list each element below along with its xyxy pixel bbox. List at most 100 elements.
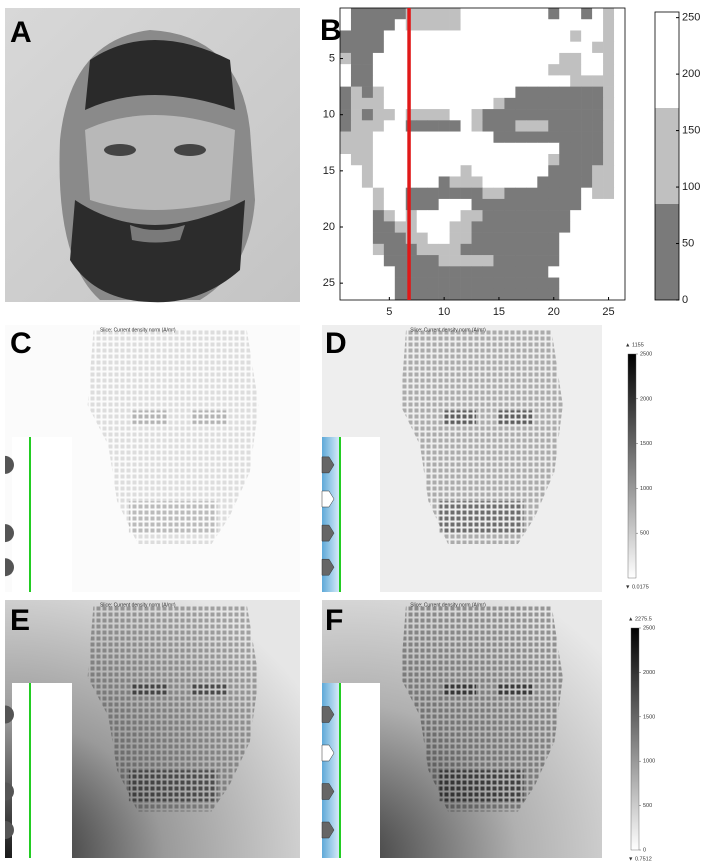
- x-tick-label: 15: [493, 306, 505, 318]
- heatmap-cell: [603, 87, 614, 99]
- heatmap-cell: [428, 87, 439, 99]
- heatmap-cell: [504, 75, 515, 87]
- heatmap-cell: [570, 8, 581, 20]
- heatmap-cell: [450, 210, 461, 222]
- heatmap-cell: [483, 244, 494, 256]
- heatmap-cell: [395, 109, 406, 121]
- heatmap-cell: [526, 154, 537, 166]
- heatmap-cell: [373, 87, 384, 99]
- heatmap-cell: [504, 221, 515, 233]
- heatmap-cell: [461, 221, 472, 233]
- heatmap-cell: [450, 289, 461, 301]
- heatmap-cell: [373, 278, 384, 290]
- heatmap-cell: [351, 266, 362, 278]
- heatmap-cell: [373, 109, 384, 121]
- heatmap-cell: [515, 120, 526, 132]
- heatmap-cell: [472, 221, 483, 233]
- heatmap-cell: [384, 244, 395, 256]
- heatmap-cell: [493, 266, 504, 278]
- heatmap-cell: [461, 278, 472, 290]
- heatmap-cell: [439, 278, 450, 290]
- heatmap-cell: [362, 154, 373, 166]
- heatmap-cell: [592, 176, 603, 188]
- heatmap-cell: [384, 233, 395, 245]
- heatmap-cell: [614, 109, 625, 121]
- heatmap-cell: [614, 188, 625, 200]
- heatmap-cell: [559, 278, 570, 290]
- heatmap-cell: [340, 143, 351, 155]
- heatmap-cell: [614, 233, 625, 245]
- heatmap-cell: [603, 233, 614, 245]
- heatmap-cell: [428, 154, 439, 166]
- heatmap-cell: [493, 233, 504, 245]
- heatmap-cell: [428, 233, 439, 245]
- heatmap-cell: [493, 165, 504, 177]
- heatmap-cell: [395, 188, 406, 200]
- heatmap-cell: [592, 98, 603, 110]
- heatmap-cell: [439, 244, 450, 256]
- heatmap-cell: [450, 165, 461, 177]
- colorbar-tick-label: 0: [643, 847, 646, 853]
- heatmap-cell: [504, 30, 515, 42]
- portrait: [5, 8, 300, 302]
- heatmap-cell: [472, 255, 483, 267]
- heatmap-cell: [472, 42, 483, 54]
- heatmap-cell: [483, 233, 494, 245]
- heatmap-cell: [373, 255, 384, 267]
- heatmap-cell: [351, 278, 362, 290]
- heatmap-cell: [461, 199, 472, 211]
- heatmap-cell: [515, 244, 526, 256]
- heatmap-cell: [559, 132, 570, 144]
- heatmap-cell: [384, 278, 395, 290]
- heatmap-cell: [537, 188, 548, 200]
- heatmap-cell: [548, 221, 559, 233]
- heatmap-cell: [603, 42, 614, 54]
- heatmap-cell: [362, 188, 373, 200]
- heatmap-cell: [548, 8, 559, 20]
- heatmap-cell: [559, 64, 570, 76]
- heatmap-cell: [493, 120, 504, 132]
- heatmap-cell: [548, 278, 559, 290]
- heatmap-cell: [581, 266, 592, 278]
- heatmap-cell: [461, 210, 472, 222]
- heatmap-cell: [340, 8, 351, 20]
- heatmap-cell: [603, 120, 614, 132]
- heatmap-cell: [395, 143, 406, 155]
- heatmap-cell: [351, 64, 362, 76]
- heatmap-cell: [559, 199, 570, 211]
- heatmap-cell: [526, 221, 537, 233]
- heatmap-cell: [417, 98, 428, 110]
- heatmap-cell: [570, 210, 581, 222]
- heatmap-cell: [395, 176, 406, 188]
- heatmap-cell: [362, 109, 373, 121]
- heatmap-cell: [559, 289, 570, 301]
- heatmap-cell: [351, 176, 362, 188]
- heatmap-cell: [603, 19, 614, 31]
- heatmap-cell: [450, 221, 461, 233]
- heatmap-cell: [472, 289, 483, 301]
- heatmap-cell: [504, 199, 515, 211]
- y-tick-label: 15: [323, 165, 335, 177]
- heatmap-cell: [384, 87, 395, 99]
- heatmap-cell: [428, 176, 439, 188]
- heatmap-cell: [614, 53, 625, 65]
- heatmap-cell: [439, 98, 450, 110]
- heatmap-cell: [417, 87, 428, 99]
- heatmap-cell: [439, 132, 450, 144]
- heatmap-cell: [581, 221, 592, 233]
- heatmap-cell: [472, 8, 483, 20]
- heatmap-cell: [526, 255, 537, 267]
- heatmap-cell: [351, 75, 362, 87]
- heatmap-cell: [461, 233, 472, 245]
- panel-label: A: [10, 16, 32, 49]
- heatmap-cell: [417, 255, 428, 267]
- heatmap-cell: [428, 199, 439, 211]
- y-tick-label: 20: [323, 221, 335, 233]
- x-tick-label: 25: [602, 306, 614, 318]
- heatmap-cell: [592, 221, 603, 233]
- heatmap-cell: [570, 289, 581, 301]
- heatmap-cell: [395, 244, 406, 256]
- heatmap-cell: [395, 255, 406, 267]
- heatmap-cell: [493, 19, 504, 31]
- heatmap-cell: [515, 255, 526, 267]
